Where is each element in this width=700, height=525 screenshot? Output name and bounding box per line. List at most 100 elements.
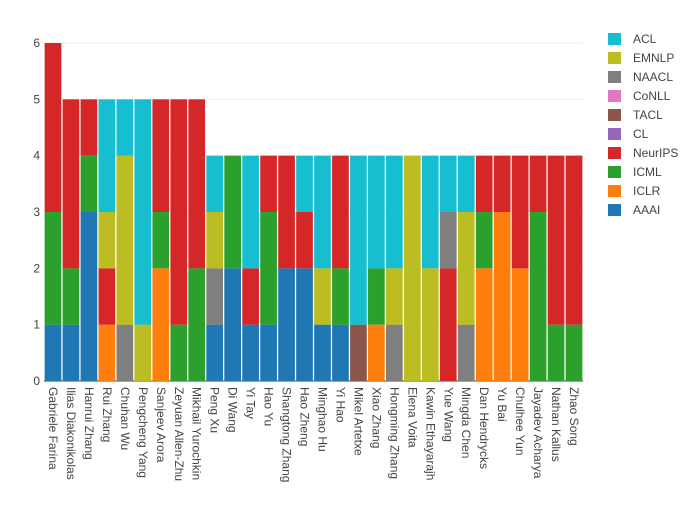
bar-segment-icml-12[interactable] [260, 212, 277, 325]
bar-segment-neurips-14[interactable] [296, 212, 313, 269]
bar-segment-aaai-11[interactable] [242, 324, 259, 381]
bar-segment-acl-9[interactable] [206, 155, 224, 212]
legend-item-cl[interactable]: CL [608, 127, 649, 141]
bar-segment-aaai-2[interactable] [80, 212, 98, 381]
bar-segment-aaai-13[interactable] [278, 268, 295, 381]
legend-item-emnlp[interactable]: EMNLP [608, 51, 674, 65]
bar-segment-iclr-25[interactable] [493, 212, 511, 381]
bar-segment-naacl-23[interactable] [457, 324, 475, 381]
bar-segment-iclr-3[interactable] [98, 324, 116, 381]
bar-segment-aaai-9[interactable] [206, 324, 224, 381]
bar-segment-iclr-26[interactable] [511, 268, 529, 381]
bar-segment-neurips-25[interactable] [493, 155, 511, 212]
bar-segment-acl-11[interactable] [242, 155, 259, 269]
bar-segment-acl-15[interactable] [314, 155, 331, 269]
bar-segment-acl-18[interactable] [368, 155, 385, 269]
bar-segment-naacl-4[interactable] [116, 324, 134, 381]
bar-segment-neurips-8[interactable] [188, 99, 206, 269]
bar-segment-neurips-22[interactable] [439, 268, 457, 381]
bar-segment-acl-22[interactable] [439, 155, 457, 212]
legend-item-neurips[interactable]: NeurIPS [608, 146, 678, 160]
bar-segment-aaai-1[interactable] [62, 324, 80, 381]
bar-segment-emnlp-21[interactable] [421, 268, 439, 381]
bar-segment-neurips-26[interactable] [511, 155, 529, 269]
bar-segment-icml-29[interactable] [565, 324, 583, 381]
bar-segment-emnlp-3[interactable] [98, 212, 116, 269]
legend-item-icml[interactable]: ICML [608, 165, 662, 179]
bar-segment-neurips-12[interactable] [260, 155, 277, 212]
bar-segment-aaai-14[interactable] [296, 268, 313, 381]
bar-segment-acl-19[interactable] [385, 155, 403, 269]
bar-segment-aaai-15[interactable] [314, 324, 331, 381]
bar-segment-aaai-10[interactable] [224, 268, 242, 381]
bar-segment-acl-3[interactable] [98, 99, 116, 212]
bar-segment-icml-28[interactable] [547, 324, 565, 381]
bar-segment-acl-21[interactable] [421, 155, 439, 269]
bar-segment-icml-27[interactable] [529, 212, 547, 381]
legend-item-conll[interactable]: CoNLL [608, 89, 671, 103]
bar-segment-neurips-2[interactable] [80, 99, 98, 156]
bar-segment-emnlp-23[interactable] [457, 212, 475, 325]
bar-segment-aaai-0[interactable] [44, 324, 62, 381]
legend-item-tacl[interactable]: TACL [608, 108, 663, 122]
bar-segment-icml-6[interactable] [152, 212, 170, 269]
bar-segment-emnlp-20[interactable] [403, 155, 421, 381]
bar-segment-emnlp-4[interactable] [116, 155, 134, 325]
bar-segment-naacl-22[interactable] [439, 212, 457, 269]
legend-item-naacl[interactable]: NAACL [608, 70, 673, 84]
bar-segment-iclr-6[interactable] [152, 268, 170, 381]
legend-label: AAAI [633, 203, 660, 217]
legend-swatch [608, 166, 621, 178]
bar-segment-icml-2[interactable] [80, 155, 98, 212]
legend-item-acl[interactable]: ACL [608, 32, 657, 46]
bar-segment-neurips-29[interactable] [565, 155, 583, 325]
bar-segment-emnlp-19[interactable] [385, 268, 403, 325]
bar-segment-neurips-13[interactable] [278, 155, 295, 269]
bar-segment-neurips-1[interactable] [62, 99, 80, 269]
bar-segment-acl-4[interactable] [116, 99, 134, 156]
bar-segment-icml-1[interactable] [62, 268, 80, 325]
bar-segment-icml-8[interactable] [188, 268, 206, 381]
bar-segment-aaai-12[interactable] [260, 324, 277, 381]
bar-segment-emnlp-5[interactable] [134, 324, 152, 381]
bar-segment-neurips-24[interactable] [475, 155, 493, 212]
bar-segment-iclr-24[interactable] [475, 268, 493, 381]
bar-segment-naacl-19[interactable] [385, 324, 403, 381]
bar-segment-naacl-9[interactable] [206, 268, 224, 325]
x-tick-label: Kawin Ethayarajh [423, 387, 437, 480]
bar-segment-acl-5[interactable] [134, 99, 152, 325]
legend-item-aaai[interactable]: AAAI [608, 203, 660, 217]
legend[interactable]: ACL EMNLP NAACL CoNLL TACL CL NeurIPS ICML ICLR A… [608, 32, 678, 217]
bar-segment-neurips-6[interactable] [152, 99, 170, 212]
legend-label: NeurIPS [633, 146, 678, 160]
bar-segment-neurips-16[interactable] [332, 155, 349, 269]
bar-segment-icml-18[interactable] [368, 268, 385, 325]
bar-segment-emnlp-15[interactable] [314, 268, 331, 325]
bar-segment-neurips-0[interactable] [44, 43, 62, 212]
bar-segment-neurips-11[interactable] [242, 268, 259, 325]
bar-segment-acl-23[interactable] [457, 155, 475, 212]
bar-segment-acl-17[interactable] [350, 155, 367, 325]
bar-segment-neurips-7[interactable] [170, 99, 188, 325]
legend-item-iclr[interactable]: ICLR [608, 184, 661, 198]
x-tick-label: Rui Zhang [100, 387, 114, 442]
legend-swatch [608, 90, 621, 102]
bar-segment-tacl-17[interactable] [350, 324, 367, 381]
bar-segment-aaai-16[interactable] [332, 324, 349, 381]
bar-segment-neurips-3[interactable] [98, 268, 116, 325]
bar-segment-icml-10[interactable] [224, 155, 242, 269]
x-tick-label: Yu Bai [495, 387, 509, 422]
x-tick-label: Hongming Zhang [387, 387, 401, 479]
bar-segment-iclr-18[interactable] [368, 324, 385, 381]
bar-segment-icml-16[interactable] [332, 268, 349, 325]
bar-segment-icml-0[interactable] [44, 212, 62, 325]
legend-label: NAACL [633, 70, 673, 84]
bar-segment-acl-14[interactable] [296, 155, 313, 212]
x-tick-label: Hao Zheng [298, 387, 312, 446]
bar-segment-icml-7[interactable] [170, 324, 188, 381]
bar-segment-emnlp-9[interactable] [206, 212, 224, 269]
legend-label: EMNLP [633, 51, 674, 65]
bar-segment-neurips-28[interactable] [547, 155, 565, 325]
bar-segment-neurips-27[interactable] [529, 155, 547, 212]
bar-segment-icml-24[interactable] [475, 212, 493, 269]
